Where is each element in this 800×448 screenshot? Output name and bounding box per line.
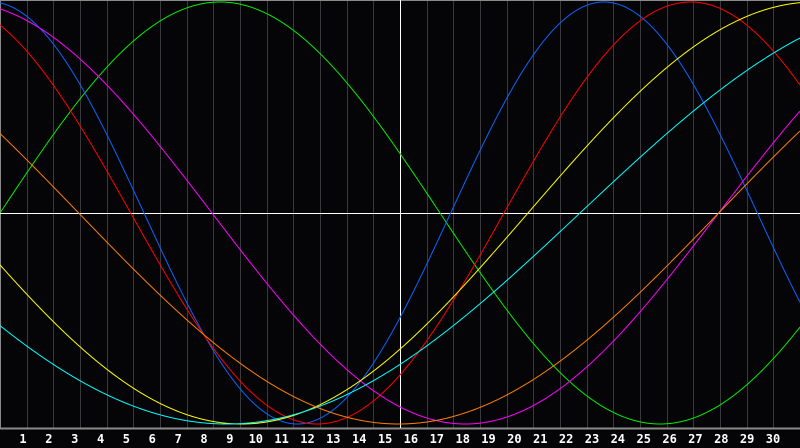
x-tick-label: 18: [455, 432, 469, 446]
series-line-6: [0, 37, 800, 425]
series-line-7: [0, 130, 800, 425]
x-tick-label: 10: [249, 432, 263, 446]
x-tick-label: 16: [404, 432, 418, 446]
series-line-2: [0, 1, 800, 425]
x-tick-label: 2: [45, 432, 52, 446]
x-tick-label: 1: [19, 432, 26, 446]
series-line-3: [0, 1, 800, 425]
x-tick-label: 27: [688, 432, 702, 446]
x-tick-labels: 1 2 3 4 5 6 7 8 9 10 11 12 13 14 15 16 17 18 19 20 21 22 23 24 2…: [19, 432, 780, 446]
x-tick-label: 21: [533, 432, 547, 446]
x-tick-label: 4: [97, 432, 104, 446]
x-tick-label: 12: [300, 432, 314, 446]
x-tick-label: 13: [326, 432, 340, 446]
x-tick-label: 26: [662, 432, 676, 446]
x-tick-label: 7: [175, 432, 182, 446]
x-tick-label: 14: [352, 432, 366, 446]
x-tick-label: 24: [611, 432, 625, 446]
series-line-4: [0, 8, 800, 425]
x-tick-label: 9: [226, 432, 233, 446]
x-tick-label: 25: [636, 432, 650, 446]
x-tick-label: 11: [274, 432, 288, 446]
x-tick-label: 8: [200, 432, 207, 446]
x-tick-label: 23: [585, 432, 599, 446]
x-tick-label: 20: [507, 432, 521, 446]
x-tick-label: 30: [766, 432, 780, 446]
x-tick-label: 29: [740, 432, 754, 446]
x-tick-label: 22: [559, 432, 573, 446]
x-tick-label: 19: [481, 432, 495, 446]
x-tick-label: 17: [430, 432, 444, 446]
x-tick-label: 5: [123, 432, 130, 446]
series-line-5: [0, 2, 800, 425]
series-line-1: [0, 1, 800, 425]
x-tick-label: 15: [378, 432, 392, 446]
x-tick-label: 28: [714, 432, 728, 446]
x-tick-label: 6: [149, 432, 156, 446]
x-tick-label: 3: [71, 432, 78, 446]
curves: [0, 1, 800, 425]
